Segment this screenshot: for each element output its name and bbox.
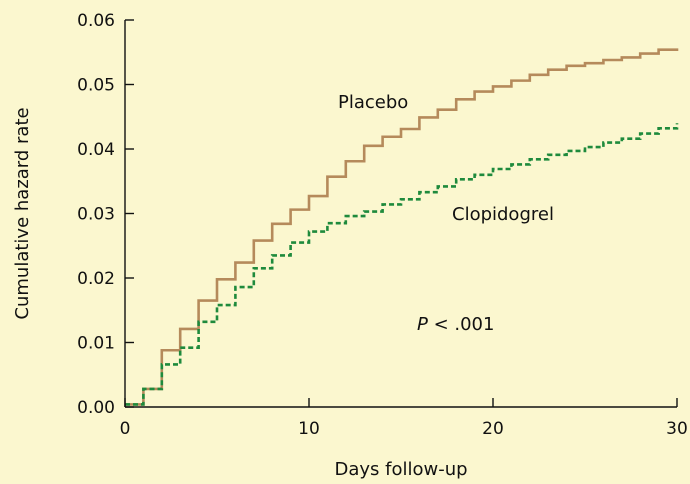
series-label-clopidogrel: Clopidogrel bbox=[452, 204, 554, 225]
y-tick-label: 0.04 bbox=[77, 140, 115, 160]
x-tick-label: 10 bbox=[298, 419, 320, 439]
series-label-placebo: Placebo bbox=[338, 92, 408, 113]
y-tick-label: 0.06 bbox=[77, 11, 115, 31]
x-axis-title: Days follow-up bbox=[334, 459, 467, 480]
y-tick-label: 0.03 bbox=[77, 205, 115, 225]
series-line-placebo bbox=[125, 48, 679, 406]
y-tick-label: 0.05 bbox=[77, 76, 115, 96]
y-tick-label: 0.02 bbox=[77, 269, 115, 289]
x-tick-label: 20 bbox=[482, 419, 504, 439]
labels: Cumulative hazard rate Days follow-up Pl… bbox=[12, 92, 554, 480]
y-tick-label: 0.00 bbox=[77, 398, 115, 418]
series-line-clopidogrel bbox=[125, 123, 679, 406]
axes: 0.00 0.01 0.02 0.03 0.04 0.05 0.06 0 10 20 30 bbox=[77, 11, 688, 439]
x-tick-label: 30 bbox=[666, 419, 688, 439]
y-axis-title: Cumulative hazard rate bbox=[12, 107, 33, 319]
p-value-annotation: P < .001 bbox=[417, 314, 494, 335]
x-tick-label: 0 bbox=[120, 419, 131, 439]
plot-area bbox=[125, 48, 679, 406]
p-value: < .001 bbox=[428, 314, 495, 335]
p-symbol: P bbox=[417, 314, 428, 335]
y-tick-label: 0.01 bbox=[77, 334, 115, 354]
